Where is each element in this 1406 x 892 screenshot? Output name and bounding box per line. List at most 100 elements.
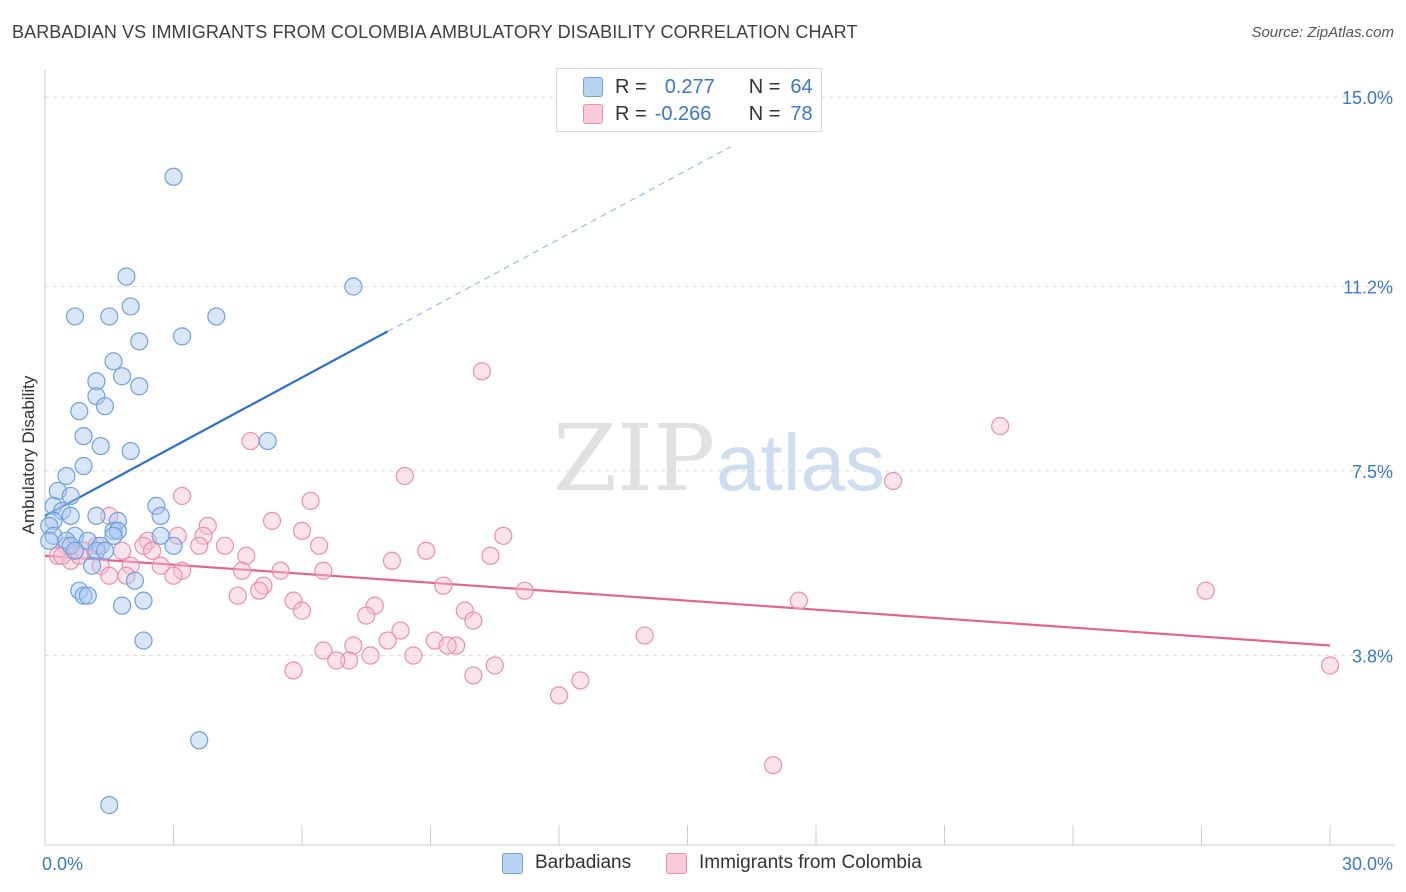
legend-item-barbadians[interactable]: Barbadians	[502, 852, 631, 874]
point-colombia	[284, 661, 303, 680]
series-legend: Barbadians Immigrants from Colombia	[0, 850, 1406, 880]
point-colombia	[301, 491, 320, 511]
point-barbadians	[258, 431, 277, 451]
y-tick-label: 11.2%	[1343, 277, 1393, 297]
chart-source: Source: ZipAtlas.com	[1251, 24, 1394, 41]
point-barbadians	[134, 631, 153, 650]
point-colombia	[250, 581, 269, 600]
point-colombia	[100, 566, 119, 585]
legend-item-colombia[interactable]: Immigrants from Colombia	[666, 852, 922, 874]
point-colombia	[357, 606, 376, 625]
point-colombia	[1196, 581, 1215, 600]
point-barbadians	[130, 377, 149, 396]
point-barbadians	[117, 267, 136, 286]
point-barbadians	[112, 367, 132, 386]
point-colombia	[215, 536, 234, 555]
point-colombia	[310, 536, 329, 555]
point-colombia	[228, 586, 247, 605]
point-colombia	[172, 486, 192, 506]
point-barbadians	[100, 796, 119, 815]
point-colombia	[314, 641, 333, 660]
point-barbadians	[134, 591, 153, 610]
point-colombia	[515, 581, 534, 600]
x-tick-label: 30.0%	[1342, 854, 1393, 874]
point-colombia	[314, 561, 333, 580]
watermark: ZIP atlas	[553, 405, 885, 512]
point-colombia	[271, 561, 290, 580]
point-colombia	[382, 551, 402, 570]
r-label: R =	[615, 102, 647, 125]
point-colombia	[395, 466, 414, 486]
point-barbadians	[344, 277, 363, 296]
point-barbadians	[151, 526, 170, 545]
point-barbadians	[87, 372, 106, 391]
point-colombia	[789, 591, 808, 610]
trend-line-barbadians	[44, 330, 389, 517]
point-colombia	[112, 541, 132, 560]
point-barbadians	[172, 327, 192, 346]
point-colombia	[134, 536, 153, 555]
point-colombia	[117, 566, 136, 585]
point-barbadians	[44, 496, 63, 516]
point-colombia	[142, 541, 162, 560]
y-tick-label: 7.5%	[1352, 462, 1393, 482]
axes	[44, 70, 1395, 846]
y-axis-label: Ambulatory Disability	[19, 375, 38, 534]
point-colombia	[991, 417, 1010, 436]
point-colombia	[198, 516, 217, 535]
point-barbadians	[65, 307, 85, 326]
trend-line-extension	[387, 146, 731, 332]
point-colombia	[237, 546, 256, 565]
chart-title: BARBADIAN VS IMMIGRANTS FROM COLOMBIA AM…	[12, 22, 858, 42]
point-colombia	[378, 631, 397, 650]
point-colombia	[764, 756, 783, 775]
legend-swatch-colombia	[583, 104, 603, 124]
point-colombia	[194, 526, 213, 545]
point-barbadians	[112, 596, 132, 615]
point-colombia	[438, 636, 457, 655]
watermark-zip: ZIP	[553, 405, 715, 512]
point-barbadians	[151, 506, 170, 525]
legend-swatch-colombia	[666, 852, 687, 874]
point-barbadians	[65, 541, 85, 560]
correlation-legend: R = 0.277 N = 64 R = -0.266 N = 78	[556, 68, 822, 132]
point-colombia	[164, 566, 183, 585]
point-colombia	[232, 561, 252, 580]
point-barbadians	[121, 441, 140, 461]
point-barbadians	[125, 571, 145, 590]
tick-labels: 3.8% 7.5% 11.2% 15.0% 0.0% 30.0%	[42, 88, 1393, 874]
point-colombia	[464, 611, 483, 630]
point-barbadians	[40, 516, 59, 535]
point-barbadians	[104, 521, 123, 540]
point-barbadians	[104, 526, 123, 545]
point-barbadians	[83, 556, 102, 575]
point-colombia	[340, 651, 359, 670]
legend-label-colombia: Immigrants from Colombia	[699, 852, 922, 873]
legend-swatch-barbadians	[502, 852, 523, 874]
point-barbadians	[164, 167, 183, 186]
point-barbadians	[207, 307, 226, 326]
point-barbadians	[40, 531, 59, 550]
point-colombia	[485, 656, 504, 675]
point-barbadians	[164, 536, 183, 555]
x-tick-label: 0.0%	[42, 854, 83, 874]
n-value-colombia: 78	[790, 102, 813, 125]
point-colombia	[571, 671, 590, 690]
r-label: R =	[615, 75, 647, 98]
point-colombia	[417, 541, 436, 560]
point-colombia	[549, 686, 569, 705]
point-colombia	[172, 561, 192, 580]
point-barbadians	[70, 402, 89, 421]
trend-line-colombia	[44, 554, 1331, 647]
n-label: N =	[748, 102, 781, 125]
point-colombia	[151, 556, 170, 575]
y-tick-label: 3.8%	[1352, 647, 1393, 667]
point-colombia	[292, 521, 312, 540]
point-barbadians	[74, 426, 93, 446]
point-colombia	[635, 626, 654, 645]
r-value-barbadians: 0.277	[664, 75, 715, 98]
point-colombia	[481, 546, 500, 565]
point-colombia	[121, 556, 140, 575]
point-colombia	[404, 646, 423, 665]
